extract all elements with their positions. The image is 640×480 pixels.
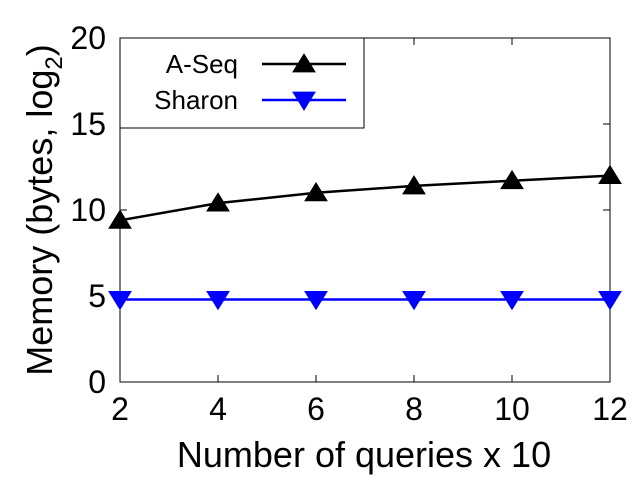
y-axis-title-main: Memory (bytes, log — [19, 70, 60, 376]
y-axis-title-subscript: 2 — [41, 56, 68, 69]
x-tick-label-4: 10 — [494, 391, 530, 427]
data-point-a-seq-3 — [402, 175, 426, 195]
series-line-a-seq — [119, 174, 611, 222]
y-tick-label-3: 15 — [70, 106, 106, 142]
data-point-a-seq-1 — [206, 192, 230, 212]
data-point-sharon-4 — [500, 291, 524, 311]
y-tick-label-1: 5 — [88, 278, 106, 314]
y-axis-title-end: ) — [19, 44, 60, 56]
y-axis-title: Memory (bytes, log2) — [19, 44, 68, 375]
data-point-a-seq-5 — [598, 164, 622, 185]
data-point-sharon-5 — [598, 291, 622, 311]
y-tick-label-0: 0 — [88, 364, 106, 400]
data-point-a-seq-2 — [304, 181, 328, 202]
y-tick-label-4: 20 — [70, 20, 106, 56]
series-sharon — [108, 291, 622, 311]
legend-box — [119, 37, 365, 129]
legend-marker-a-seq — [292, 53, 316, 73]
y-tick-label-2: 10 — [70, 192, 106, 228]
x-tick-label-1: 4 — [209, 391, 227, 427]
legend-label-a-seq: A-Seq — [166, 49, 238, 79]
data-point-sharon-1 — [206, 291, 230, 311]
x-axis-title: Number of queries x 10 — [177, 434, 551, 475]
x-tick-label-2: 6 — [307, 391, 325, 427]
legend-label-sharon: Sharon — [154, 85, 238, 115]
series-layer — [108, 164, 622, 311]
axes: 0 5 10 15 20 2 4 6 8 10 12 — [70, 20, 627, 427]
series-a-seq — [108, 164, 622, 229]
legend-marker-sharon — [292, 91, 316, 111]
data-point-sharon-3 — [402, 291, 426, 311]
x-tick-label-0: 2 — [111, 391, 129, 427]
data-point-a-seq-4 — [500, 169, 524, 190]
x-tick-label-5: 12 — [592, 391, 628, 427]
x-tick-label-3: 8 — [405, 391, 423, 427]
data-point-a-seq-0 — [108, 209, 132, 229]
data-point-sharon-0 — [108, 291, 132, 311]
data-point-sharon-2 — [304, 291, 328, 311]
legend: A-Seq Sharon — [119, 37, 365, 129]
